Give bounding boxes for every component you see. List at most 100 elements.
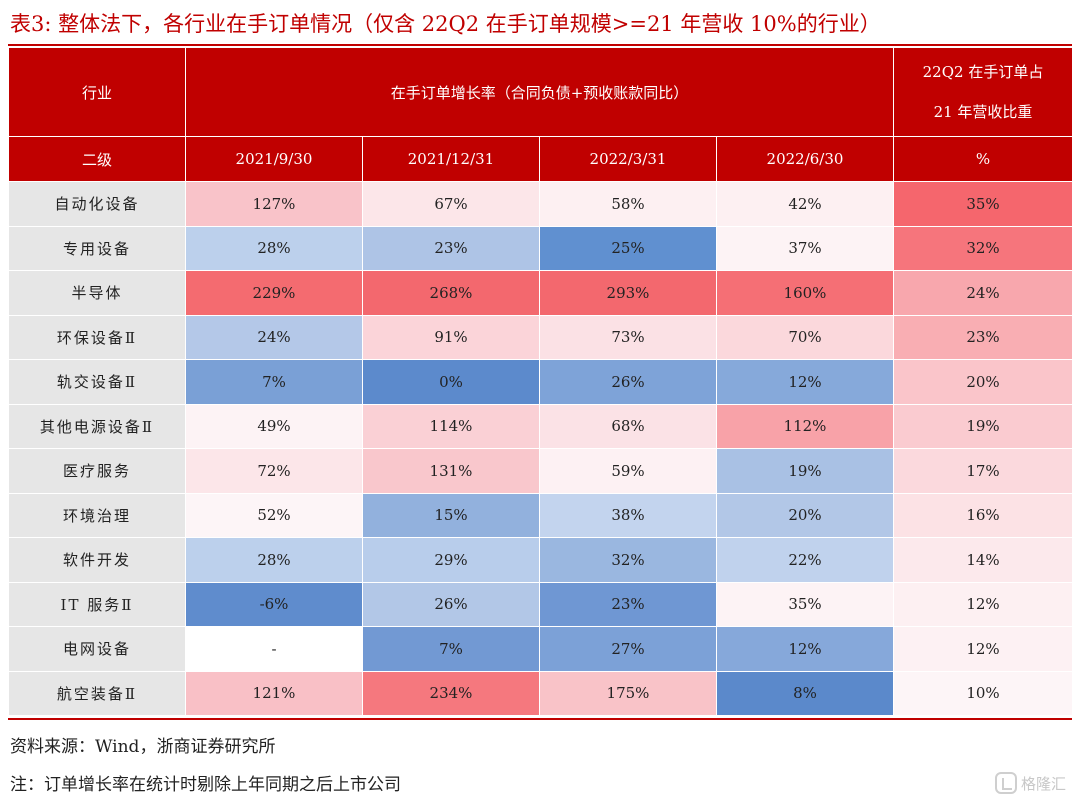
growth-cell: 70% <box>716 314 894 360</box>
growth-cell: 28% <box>185 225 363 271</box>
ratio-cell: 12% <box>893 581 1073 627</box>
table-bottom-divider <box>8 718 1072 720</box>
growth-cell: 52% <box>185 492 363 538</box>
ratio-cell: 12% <box>893 626 1073 672</box>
growth-cell: 175% <box>539 670 717 716</box>
header-date: 2021/9/30 <box>185 136 363 182</box>
title-divider <box>8 44 1072 46</box>
growth-cell: 29% <box>362 537 540 583</box>
watermark: 格隆汇 <box>994 772 1066 794</box>
table-row: 半导体 229% 268% 293% 160% 24% <box>8 270 1073 316</box>
growth-cell: 49% <box>185 403 363 449</box>
table-body: 自动化设备 127% 67% 58% 42% 35% 专用设备 28% 23% 25% 37% 32%… <box>8 181 1073 716</box>
growth-cell: 20% <box>716 492 894 538</box>
growth-cell: 114% <box>362 403 540 449</box>
table-row: 医疗服务 72% 131% 59% 19% 17% <box>8 448 1073 494</box>
row-industry-label: 软件开发 <box>8 537 186 583</box>
growth-cell: 25% <box>539 225 717 271</box>
table-title: 表3: 整体法下，各行业在手订单情况（仅含 22Q2 在手订单规模>=21 年营… <box>10 12 881 36</box>
growth-cell: 268% <box>362 270 540 316</box>
ratio-cell: 16% <box>893 492 1073 538</box>
header-ratio-line1: 22Q2 在手订单占 <box>922 63 1044 81</box>
row-industry-label: 半导体 <box>8 270 186 316</box>
growth-cell: 72% <box>185 448 363 494</box>
growth-cell: 24% <box>185 314 363 360</box>
watermark-text: 格隆汇 <box>1020 774 1066 793</box>
ratio-cell: 17% <box>893 448 1073 494</box>
growth-cell: 68% <box>539 403 717 449</box>
ratio-cell: 10% <box>893 670 1073 716</box>
growth-cell: 8% <box>716 670 894 716</box>
table-row: 环境治理 52% 15% 38% 20% 16% <box>8 492 1073 538</box>
growth-cell: 229% <box>185 270 363 316</box>
ratio-cell: 14% <box>893 537 1073 583</box>
table-row: 软件开发 28% 29% 32% 22% 14% <box>8 537 1073 583</box>
ratio-cell: 24% <box>893 270 1073 316</box>
growth-cell: 160% <box>716 270 894 316</box>
table-row: 环保设备Ⅱ 24% 91% 73% 70% 23% <box>8 314 1073 360</box>
growth-cell: 26% <box>539 359 717 405</box>
growth-cell: 23% <box>539 581 717 627</box>
header-ratio-unit: % <box>893 136 1073 182</box>
growth-cell: 91% <box>362 314 540 360</box>
table-row: 专用设备 28% 23% 25% 37% 32% <box>8 225 1073 271</box>
row-industry-label: 自动化设备 <box>8 181 186 227</box>
growth-cell: 22% <box>716 537 894 583</box>
ratio-cell: 20% <box>893 359 1073 405</box>
watermark-logo-icon <box>994 772 1017 794</box>
row-industry-label: 环保设备Ⅱ <box>8 314 186 360</box>
table-row: 轨交设备Ⅱ 7% 0% 26% 12% 20% <box>8 359 1073 405</box>
growth-cell: 26% <box>362 581 540 627</box>
growth-cell: 0% <box>362 359 540 405</box>
header-ratio-line2: 21 年营收比重 <box>933 103 1033 121</box>
growth-cell: 293% <box>539 270 717 316</box>
growth-cell: 37% <box>716 225 894 271</box>
row-industry-label: 其他电源设备Ⅱ <box>8 403 186 449</box>
growth-cell: 28% <box>185 537 363 583</box>
footnote: 注：订单增长率在统计时剔除上年同期之后上市公司 <box>10 775 401 795</box>
growth-cell: 73% <box>539 314 717 360</box>
growth-cell: 15% <box>362 492 540 538</box>
source-note: 资料来源：Wind，浙商证券研究所 <box>10 737 276 757</box>
header-industry: 行业 <box>8 47 186 137</box>
growth-cell: 19% <box>716 448 894 494</box>
header-date: 2022/3/31 <box>539 136 717 182</box>
growth-cell: 234% <box>362 670 540 716</box>
table-row: IT 服务Ⅱ -6% 26% 23% 35% 12% <box>8 581 1073 627</box>
header-sub-label: 二级 <box>8 136 186 182</box>
growth-cell: 112% <box>716 403 894 449</box>
header-date: 2021/12/31 <box>362 136 540 182</box>
growth-cell: 59% <box>539 448 717 494</box>
order-backlog-table: 行业 在手订单增长率（合同负债+预收账款同比） 22Q2 在手订单占 21 年营… <box>8 47 1073 716</box>
growth-cell: 131% <box>362 448 540 494</box>
growth-cell: 12% <box>716 626 894 672</box>
ratio-cell: 32% <box>893 225 1073 271</box>
growth-cell: 7% <box>185 359 363 405</box>
growth-cell: - <box>185 626 363 672</box>
row-industry-label: 航空装备Ⅱ <box>8 670 186 716</box>
row-industry-label: 环境治理 <box>8 492 186 538</box>
growth-cell: 67% <box>362 181 540 227</box>
table-row: 电网设备 -7% 27% 12% 12% <box>8 626 1073 672</box>
ratio-cell: 19% <box>893 403 1073 449</box>
row-industry-label: 轨交设备Ⅱ <box>8 359 186 405</box>
ratio-cell: 35% <box>893 181 1073 227</box>
table-row: 航空装备Ⅱ 121% 234% 175% 8% 10% <box>8 670 1073 716</box>
growth-cell: 12% <box>716 359 894 405</box>
table-row: 自动化设备 127% 67% 58% 42% 35% <box>8 181 1073 227</box>
growth-cell: 38% <box>539 492 717 538</box>
growth-cell: 127% <box>185 181 363 227</box>
header-ratio: 22Q2 在手订单占 21 年营收比重 <box>893 47 1073 137</box>
ratio-cell: 23% <box>893 314 1073 360</box>
row-industry-label: 电网设备 <box>8 626 186 672</box>
growth-cell: 58% <box>539 181 717 227</box>
header-date: 2022/6/30 <box>716 136 894 182</box>
growth-cell: 27% <box>539 626 717 672</box>
table-row: 其他电源设备Ⅱ 49% 114% 68% 112% 19% <box>8 403 1073 449</box>
growth-cell: 121% <box>185 670 363 716</box>
growth-cell: 7% <box>362 626 540 672</box>
growth-cell: -6% <box>185 581 363 627</box>
row-industry-label: IT 服务Ⅱ <box>8 581 186 627</box>
header-growth-group: 在手订单增长率（合同负债+预收账款同比） <box>185 47 894 137</box>
growth-cell: 35% <box>716 581 894 627</box>
